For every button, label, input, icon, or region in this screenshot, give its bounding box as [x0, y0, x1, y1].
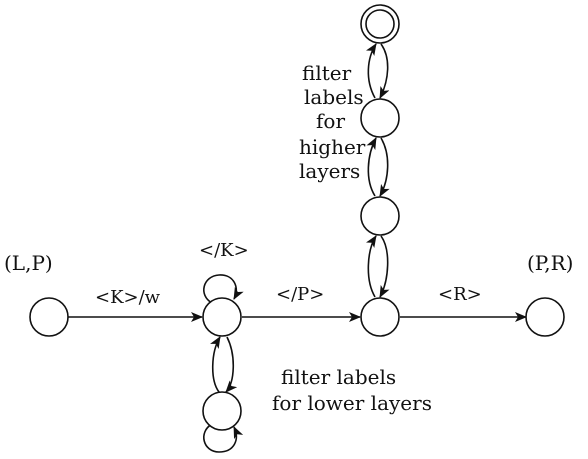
edge-mid-down: [379, 137, 390, 197]
edge-hub-up: [365, 235, 377, 298]
edge-middle-down: [225, 336, 238, 393]
edge-top-up: [365, 43, 377, 99]
state-up-1: [360, 196, 400, 236]
label-right-state: (P,R): [527, 251, 573, 275]
self-loop-middle: [203, 274, 244, 304]
annotation-higher-line-5: layers: [299, 159, 360, 183]
state-hub: [360, 297, 400, 337]
annotation-lower-line-1: filter labels: [281, 365, 396, 389]
self-loop-lower: [203, 423, 244, 453]
annotation-lower-line-2: for lower layers: [272, 391, 432, 415]
annotation-higher-line-4: higher: [299, 135, 366, 159]
edge-lower-up: [210, 336, 221, 393]
edge-label-close-p: </P>: [276, 284, 324, 305]
edge-top-down: [379, 43, 390, 99]
state-final: [525, 297, 565, 337]
edge-label-r: <R>: [438, 284, 482, 305]
label-left-state: (L,P): [4, 251, 53, 275]
state-down-1: [202, 391, 242, 431]
edge-hub-down: [379, 235, 390, 298]
state-middle: [202, 297, 242, 337]
edge-label-close-k: </K>: [199, 240, 249, 261]
annotation-higher-line-3: for: [316, 109, 345, 133]
state-start: [29, 297, 69, 337]
edge-label-k-w: <K>/w: [95, 287, 161, 308]
annotation-higher-line-2: labels: [304, 85, 364, 109]
annotation-higher-line-1: filter: [302, 61, 352, 85]
state-up-2: [360, 98, 400, 138]
state-accept-inner: [365, 9, 395, 39]
edge-mid-up: [366, 137, 377, 197]
